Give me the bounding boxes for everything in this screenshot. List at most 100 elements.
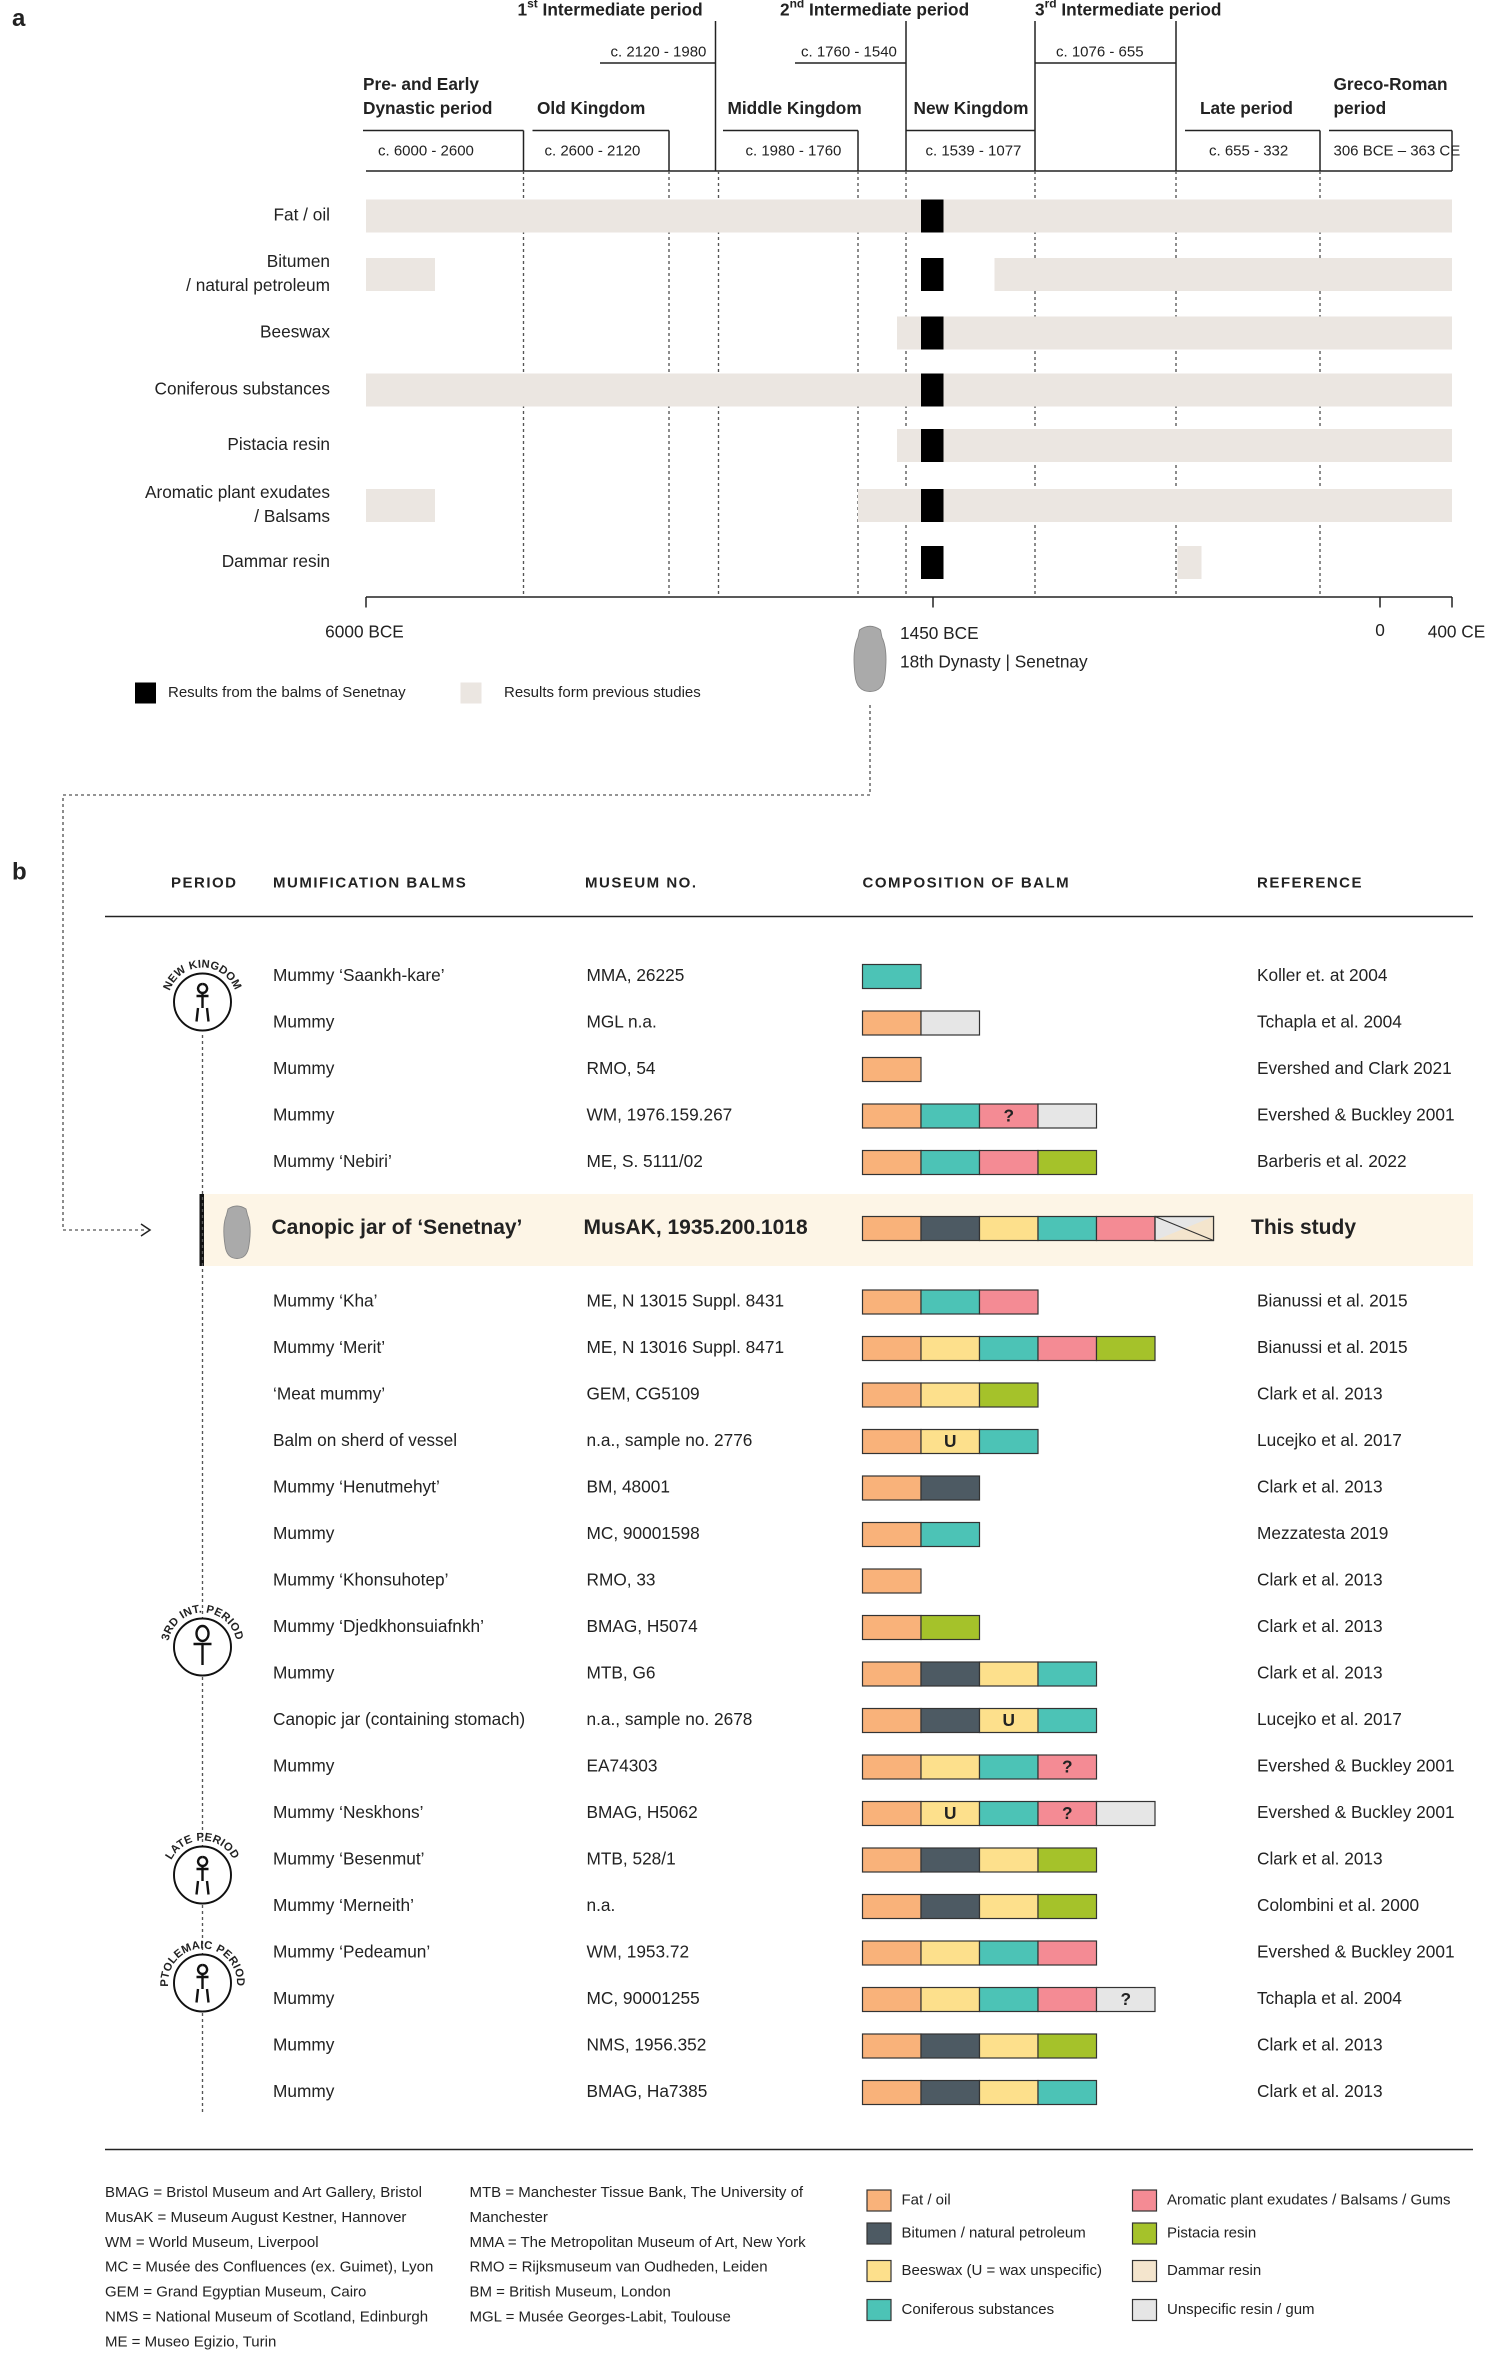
balm-component <box>861 1986 922 2013</box>
substance-label: Pistacia resin <box>227 434 330 454</box>
ordinal: 3 <box>1035 0 1045 19</box>
museum-no: n.a. <box>587 1895 616 1915</box>
legend-swatch <box>1131 2259 1158 2283</box>
period-label: Old Kingdom <box>537 98 645 118</box>
balm-component <box>920 2079 981 2106</box>
component-symbol: U <box>1003 1710 1015 1730</box>
substance-label: Dammar resin <box>222 551 330 571</box>
abbreviation: MC = Musée des Confluences (ex. Guimet),… <box>105 2259 433 2276</box>
legend-label: Pistacia resin <box>1167 2224 1256 2241</box>
period-label: Pre- and Early <box>363 74 479 94</box>
balm-component <box>920 1707 981 1734</box>
intermediate-period: 1st Intermediate period <box>518 0 703 19</box>
component-symbol: ? <box>1062 1803 1073 1823</box>
component-symbol: ? <box>1120 1989 1131 2009</box>
previous-result <box>897 429 1453 463</box>
period-glyph <box>195 1855 210 1895</box>
balm-component <box>978 1149 1039 1176</box>
substance-label: / natural petroleum <box>186 275 330 295</box>
legend-label: Coniferous substances <box>902 2301 1055 2318</box>
panel-letter: a <box>12 5 26 32</box>
legend-label: Results form previous studies <box>504 684 701 701</box>
senetnay-result <box>921 258 944 292</box>
balm-name: Mummy ‘Henutmehyt’ <box>273 1477 440 1497</box>
previous-result <box>994 258 1453 292</box>
balm-component <box>861 1215 922 1242</box>
intermediate-period: 3rd Intermediate period <box>1035 0 1221 19</box>
legend-swatch <box>866 2259 892 2283</box>
reference: Clark et al. 2013 <box>1257 2035 1383 2055</box>
balm-component <box>920 1754 981 1780</box>
balm-component <box>920 1661 981 1687</box>
balm-component <box>978 1215 1039 1242</box>
balm-component <box>1095 1800 1156 1827</box>
period-dates: c. 2600 - 2120 <box>545 142 641 159</box>
balm-component <box>1095 1335 1156 1362</box>
abbreviation: Manchester <box>470 2209 548 2226</box>
balm-component <box>978 1382 1039 1408</box>
legend-swatch <box>1131 2189 1158 2212</box>
balm-component <box>1037 1986 1098 2013</box>
previous-result <box>897 316 1453 350</box>
period-dates: c. 655 - 332 <box>1209 142 1288 159</box>
abbreviation: NMS = National Museum of Scotland, Edinb… <box>105 2308 428 2325</box>
balm-component <box>920 1521 981 1548</box>
arrow-head <box>140 1223 152 1237</box>
legend-label: Fat / oil <box>902 2191 951 2208</box>
reference: Clark et al. 2013 <box>1257 1384 1383 1404</box>
period-glyph <box>195 1963 210 2003</box>
highlight-band <box>199 1194 1474 1267</box>
axis-note: 18th Dynasty | Senetnay <box>900 652 1088 672</box>
previous-result <box>366 258 436 292</box>
balm-component <box>1037 1940 1098 1966</box>
legend-swatch <box>866 2298 892 2322</box>
period-glyph <box>193 1624 212 1666</box>
museum-no: ME, S. 5111/02 <box>587 1151 703 1171</box>
reference: Tchapla et al. 2004 <box>1257 1988 1402 2008</box>
legend-label: Beeswax (U = wax unspecific) <box>902 2262 1103 2279</box>
abbreviation: ME = Museo Egizio, Turin <box>105 2333 276 2350</box>
intermediate-period: 2nd Intermediate period <box>780 0 969 19</box>
balm-component <box>920 1847 981 1873</box>
abbreviation: GEM = Grand Egyptian Museum, Cairo <box>105 2284 366 2301</box>
period-label: New Kingdom <box>914 98 1029 118</box>
balm-component <box>861 2033 922 2059</box>
balm-component <box>861 1893 922 1920</box>
museum-no: ME, N 13015 Suppl. 8431 <box>587 1291 785 1311</box>
component-symbol: ? <box>1003 1105 1014 1125</box>
abbreviation: MusAK = Museum August Kestner, Hannover <box>105 2209 406 2226</box>
column-header: MUMIFICATION BALMS <box>273 874 467 891</box>
balm-name: Mummy <box>273 1105 335 1125</box>
balm-component <box>861 1103 922 1129</box>
reference: Tchapla et al. 2004 <box>1257 1012 1402 1032</box>
museum-no: n.a., sample no. 2678 <box>587 1709 753 1729</box>
balm-component <box>1037 1335 1098 1362</box>
balm-component <box>1037 1215 1098 1242</box>
balm-component <box>1037 1661 1098 1687</box>
balm-component <box>861 1568 922 1594</box>
axis-label: 400 CE <box>1428 622 1486 642</box>
balm-component <box>978 1800 1039 1827</box>
reference: Evershed & Buckley 2001 <box>1257 1756 1455 1776</box>
reference: Clark et al. 2013 <box>1257 1616 1383 1636</box>
axis-label: 1450 BCE <box>900 623 979 643</box>
balm-name: Mummy <box>273 1523 335 1543</box>
period-glyph <box>195 982 210 1022</box>
museum-no: MMA, 26225 <box>587 965 685 985</box>
previous-result <box>366 489 436 523</box>
balm-component <box>861 1614 922 1641</box>
balm-component <box>920 1986 981 2013</box>
balm-component <box>861 1428 922 1455</box>
legend-swatch <box>1131 2222 1158 2245</box>
legend-label: Dammar resin <box>1167 2262 1261 2279</box>
balm-name: Canopic jar of ‘Senetnay’ <box>272 1216 523 1239</box>
balm-outline <box>1154 1215 1215 1242</box>
period-label: Late period <box>1200 98 1293 118</box>
period-label: period <box>1334 98 1387 118</box>
substance-label: Fat / oil <box>273 205 330 225</box>
balm-name: Mummy ‘Merit’ <box>273 1337 385 1357</box>
museum-no: NMS, 1956.352 <box>587 2035 707 2055</box>
period-dates: c. 2120 - 1980 <box>611 43 707 60</box>
balm-name: Mummy ‘Besenmut’ <box>273 1849 424 1869</box>
